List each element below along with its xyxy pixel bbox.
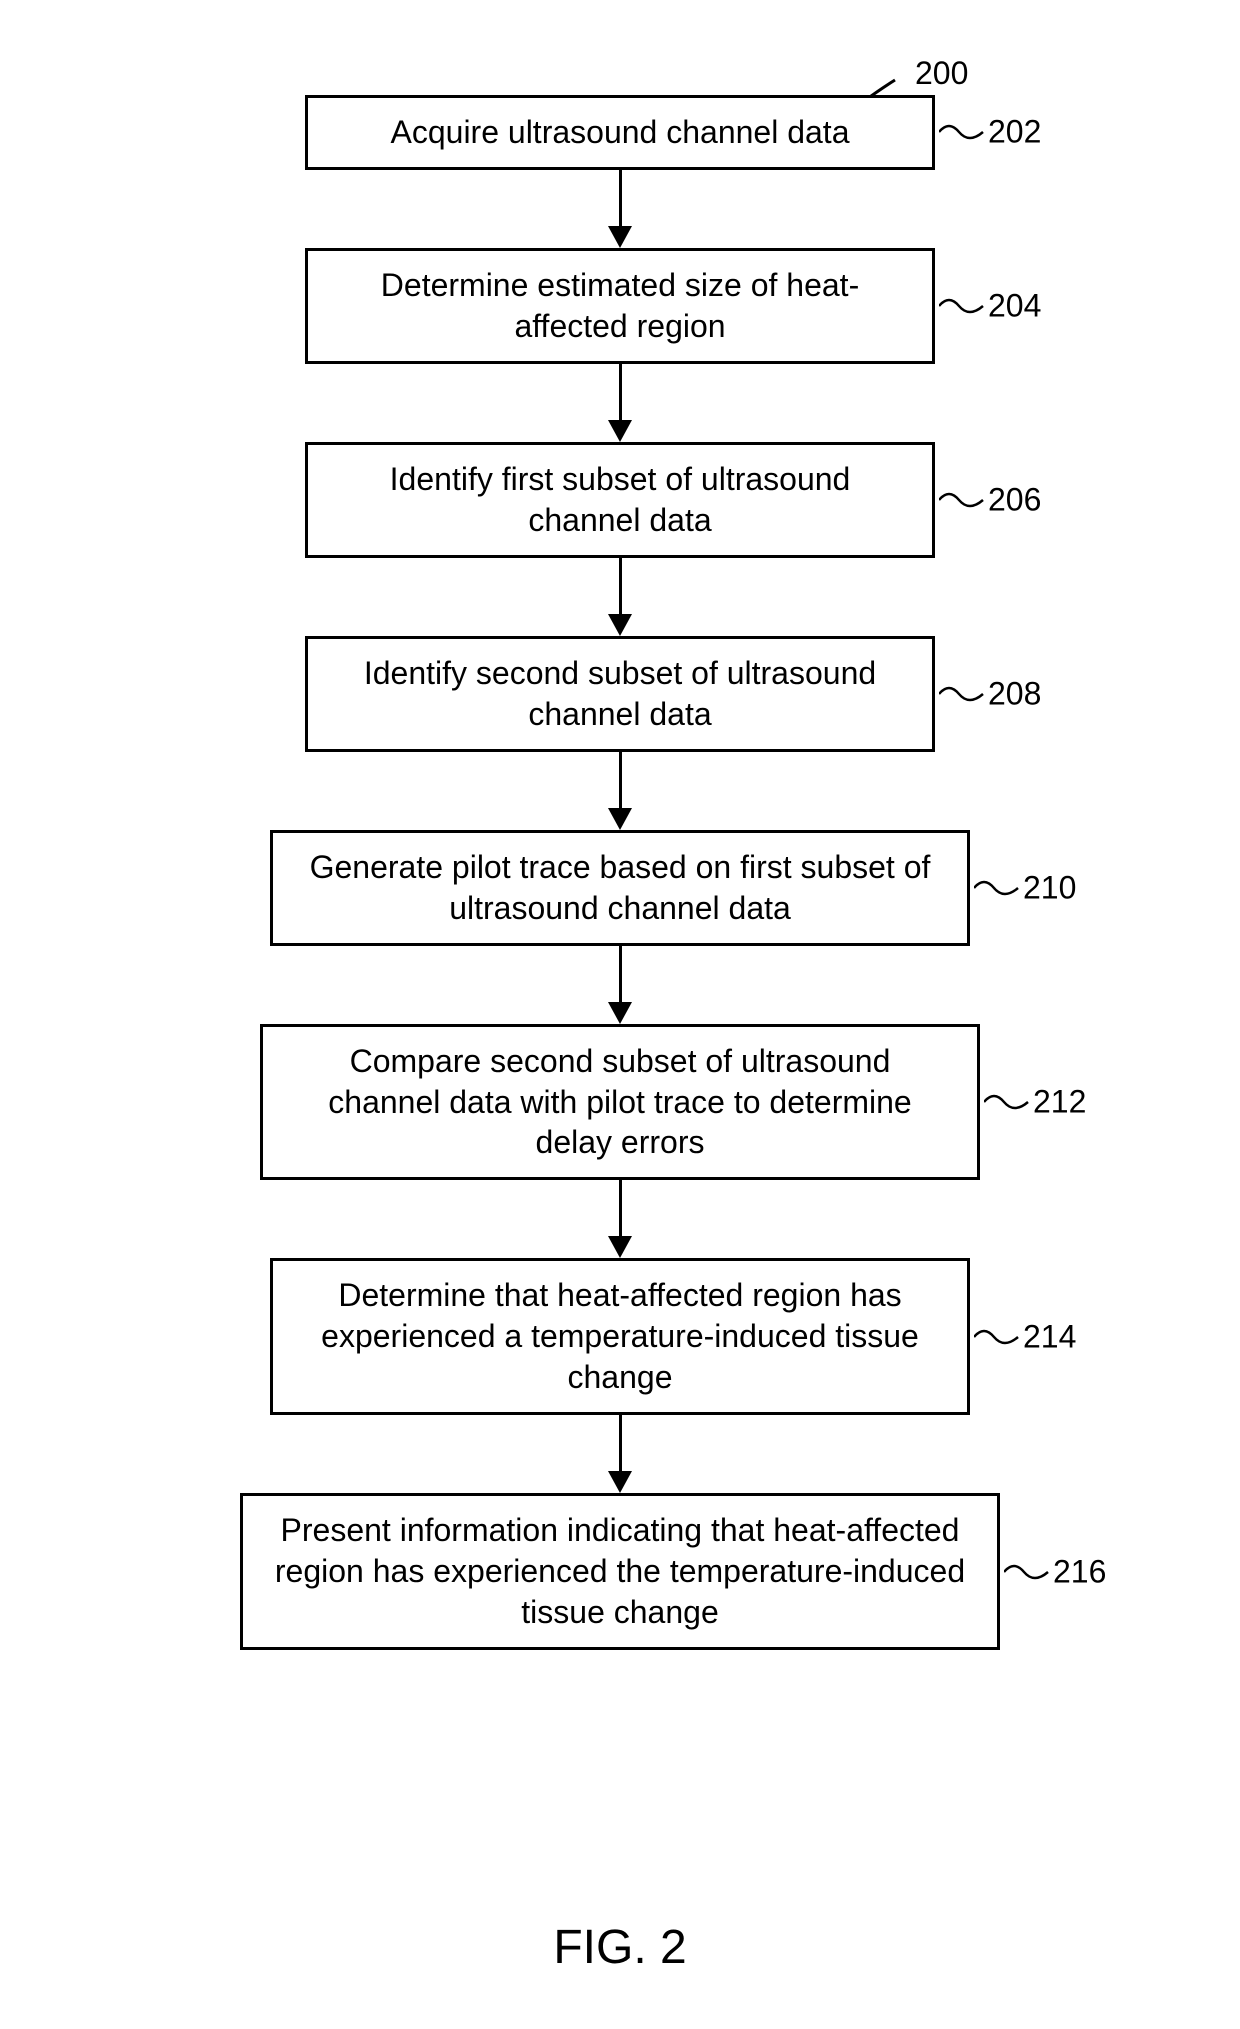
flow-step-label: 216 bbox=[1053, 1553, 1106, 1590]
arrow-line bbox=[619, 558, 622, 614]
flow-step-box: Generate pilot trace based on first subs… bbox=[270, 830, 970, 946]
figure-caption: FIG. 2 bbox=[553, 1920, 686, 1975]
flow-step-text: Determine estimated size of heat-affecte… bbox=[338, 265, 902, 347]
flow-arrow bbox=[608, 364, 632, 442]
flow-step-label: 212 bbox=[1033, 1084, 1086, 1121]
arrow-head-icon bbox=[608, 420, 632, 442]
diagram-title-label: 200 bbox=[915, 55, 968, 92]
flow-arrow bbox=[608, 1415, 632, 1493]
label-connector bbox=[939, 286, 989, 326]
flow-arrow bbox=[608, 946, 632, 1024]
flow-step-label: 204 bbox=[988, 287, 1041, 324]
arrow-line bbox=[619, 364, 622, 420]
flowchart: Acquire ultrasound channel data202 Determ… bbox=[240, 95, 1000, 1650]
arrow-head-icon bbox=[608, 614, 632, 636]
label-connector bbox=[939, 674, 989, 714]
arrow-line bbox=[619, 752, 622, 808]
flow-step-text: Identify first subset of ultrasound chan… bbox=[338, 459, 902, 541]
arrow-line bbox=[619, 946, 622, 1002]
flow-step-text: Identify second subset of ultrasound cha… bbox=[338, 653, 902, 735]
arrow-line bbox=[619, 1415, 622, 1471]
flow-step-box: Identify first subset of ultrasound chan… bbox=[305, 442, 935, 558]
flow-arrow bbox=[608, 558, 632, 636]
flow-step-box: Determine that heat-affected region has … bbox=[270, 1258, 970, 1415]
flow-arrow bbox=[608, 170, 632, 248]
flow-step-label: 210 bbox=[1023, 869, 1076, 906]
flow-step-box: Determine estimated size of heat-affecte… bbox=[305, 248, 935, 364]
flow-arrow bbox=[608, 1180, 632, 1258]
label-connector bbox=[939, 480, 989, 520]
arrow-line bbox=[619, 170, 622, 226]
label-connector bbox=[974, 868, 1024, 908]
flow-arrow bbox=[608, 752, 632, 830]
arrow-line bbox=[619, 1180, 622, 1236]
flow-step-text: Present information indicating that heat… bbox=[273, 1510, 967, 1633]
flow-step-box: Compare second subset of ultrasound chan… bbox=[260, 1024, 980, 1181]
label-connector bbox=[984, 1082, 1034, 1122]
flow-step-text: Compare second subset of ultrasound chan… bbox=[293, 1041, 947, 1164]
flow-step-text: Generate pilot trace based on first subs… bbox=[303, 847, 937, 929]
flow-step-box: Identify second subset of ultrasound cha… bbox=[305, 636, 935, 752]
arrow-head-icon bbox=[608, 1471, 632, 1493]
flow-step-text: Acquire ultrasound channel data bbox=[391, 112, 850, 153]
label-connector bbox=[974, 1317, 1024, 1357]
flow-step-box: Present information indicating that heat… bbox=[240, 1493, 1000, 1650]
arrow-head-icon bbox=[608, 226, 632, 248]
flow-step-label: 214 bbox=[1023, 1318, 1076, 1355]
label-connector bbox=[939, 112, 989, 152]
flow-step-box: Acquire ultrasound channel data202 bbox=[305, 95, 935, 170]
flow-step-label: 202 bbox=[988, 114, 1041, 151]
arrow-head-icon bbox=[608, 1236, 632, 1258]
arrow-head-icon bbox=[608, 1002, 632, 1024]
flow-step-text: Determine that heat-affected region has … bbox=[303, 1275, 937, 1398]
flow-step-label: 208 bbox=[988, 675, 1041, 712]
flow-step-label: 206 bbox=[988, 481, 1041, 518]
label-connector bbox=[1004, 1552, 1054, 1592]
arrow-head-icon bbox=[608, 808, 632, 830]
